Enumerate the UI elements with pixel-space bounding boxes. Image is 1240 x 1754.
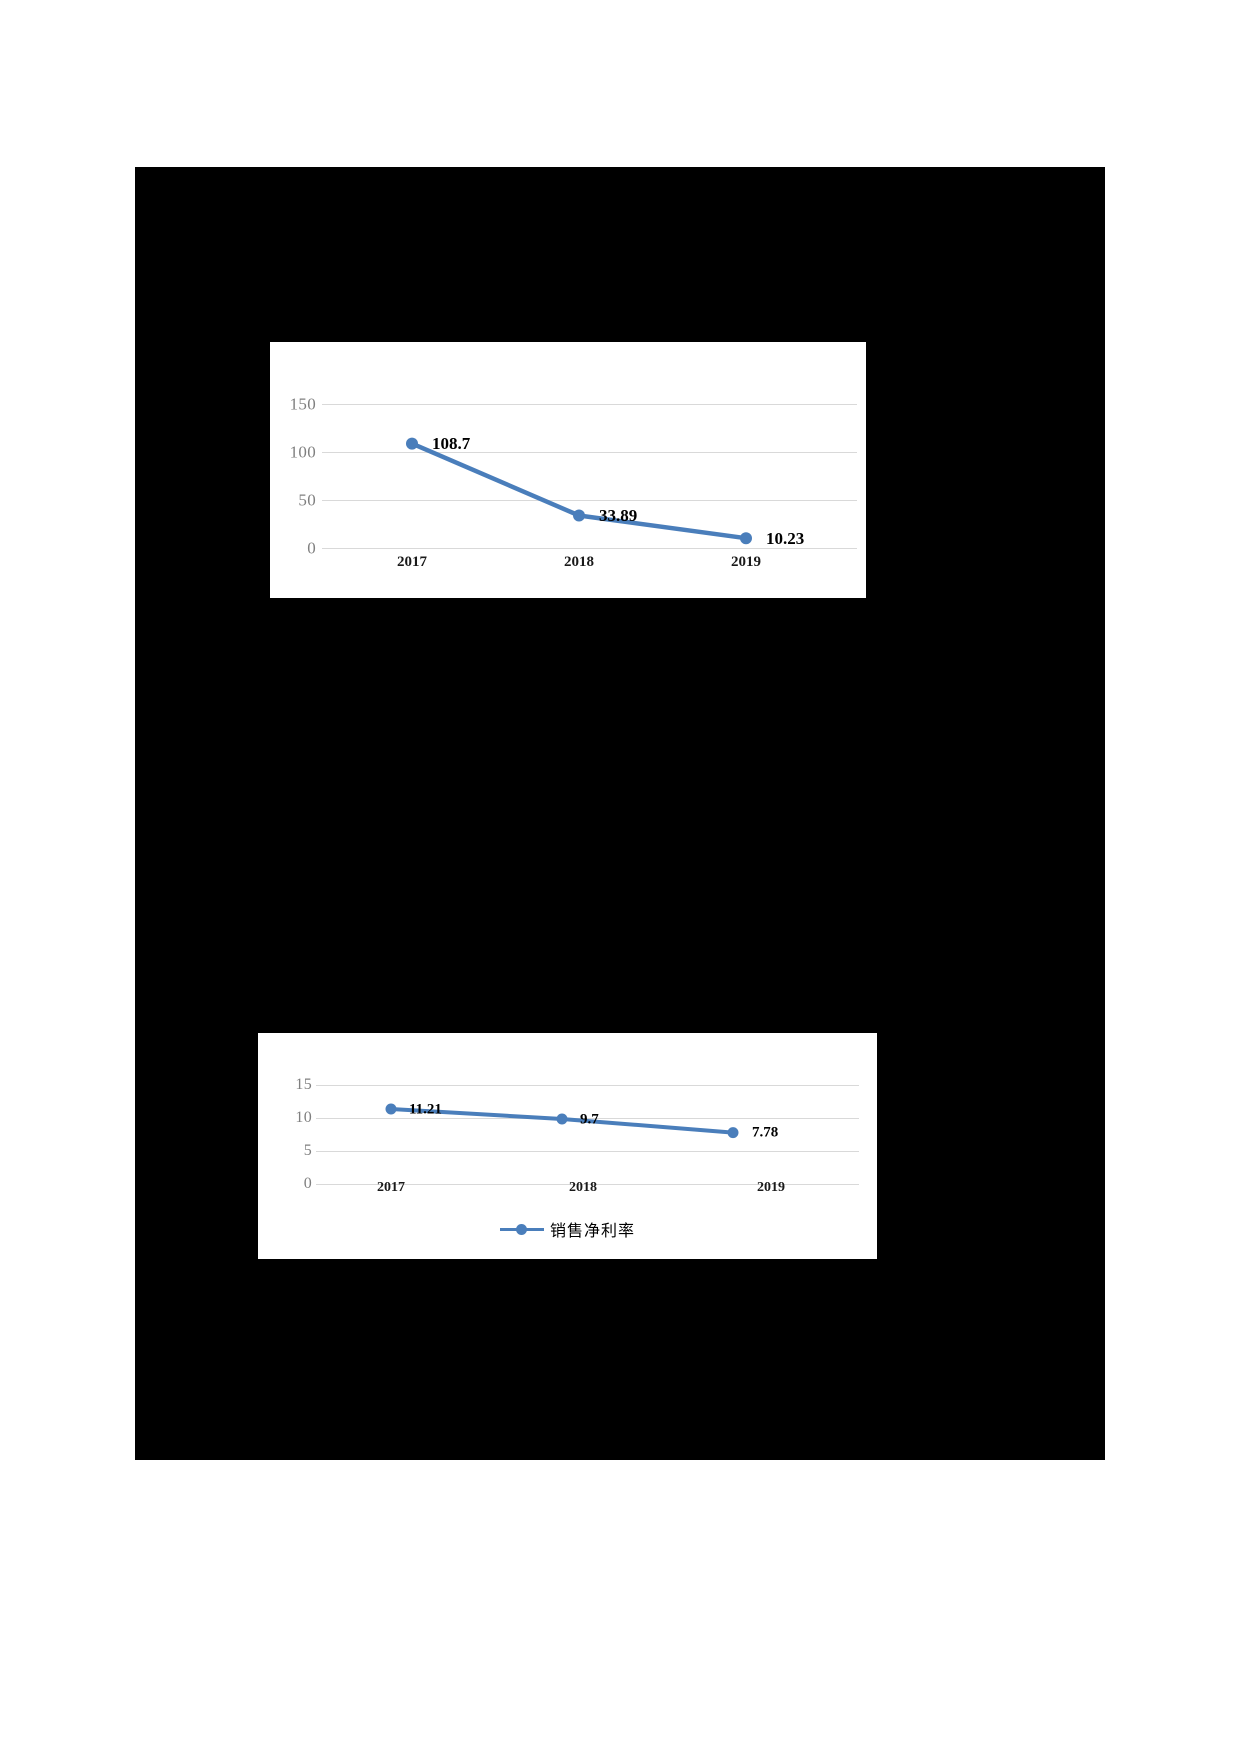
chart-2-gridline-10 xyxy=(316,1118,859,1119)
chart-2-legend[interactable]: 销售净利率 xyxy=(258,1217,877,1241)
chart-1-ytick-50: 50 xyxy=(298,490,316,510)
chart-2-inner: 15 10 5 0 11.21 9.7 7.7 xyxy=(258,1033,877,1259)
chart-1-inner: 150 100 50 0 108.7 33.89 xyxy=(270,342,866,598)
chart-1-series-path xyxy=(406,437,752,545)
chart-1-gridline-50 xyxy=(322,500,857,501)
chart-1-gridline-150 xyxy=(322,404,857,405)
chart-1-xtick-2017: 2017 xyxy=(397,554,427,570)
chart-1-xtick-2018: 2018 xyxy=(564,554,594,570)
chart-2-ytick-5: 5 xyxy=(303,1142,312,1159)
chart-1-data-label-2017: 108.7 xyxy=(432,434,471,453)
chart-2-ytick-0: 0 xyxy=(303,1175,312,1192)
chart-2-series-path xyxy=(385,1103,739,1139)
chart-1-data-label-2018: 33.89 xyxy=(599,506,638,525)
chart-2-ytick-10: 10 xyxy=(295,1109,312,1126)
chart-2-data-label-2019: 7.78 xyxy=(752,1124,779,1141)
chart-2-data-label-2018: 9.7 xyxy=(580,1111,599,1128)
chart-2-ytick-15: 15 xyxy=(295,1076,312,1093)
chart-1-gridline-0 xyxy=(322,548,857,549)
chart-1-ytick-100: 100 xyxy=(289,442,316,462)
line-chart-net-profit-margin[interactable]: 15 10 5 0 11.21 9.7 7.7 xyxy=(258,1033,877,1259)
chart-2-xtick-2017: 2017 xyxy=(377,1180,405,1195)
legend-line-marker-icon xyxy=(499,1224,544,1235)
chart-1-gridline-100 xyxy=(322,452,857,453)
chart-2-legend-label: 销售净利率 xyxy=(549,1221,635,1240)
chart-2-data-label-2017: 11.21 xyxy=(409,1101,442,1118)
line-chart-net-profit[interactable]: 150 100 50 0 108.7 33.89 xyxy=(270,342,866,598)
chart-2-gridline-5 xyxy=(316,1151,859,1152)
chart-1-xtick-2019: 2019 xyxy=(731,554,761,570)
chart-1-data-label-2019: 10.23 xyxy=(766,529,805,548)
chart-2-xtick-2019: 2019 xyxy=(757,1180,785,1195)
chart-2-xtick-2018: 2018 xyxy=(569,1180,597,1195)
chart-2-gridline-15 xyxy=(316,1085,859,1086)
chart-1-ytick-150: 150 xyxy=(289,394,316,414)
chart-1-ytick-0: 0 xyxy=(307,538,316,558)
chart-1-plot-area: 108.7 33.89 10.23 xyxy=(322,404,857,596)
chart-2-gridline-0 xyxy=(316,1184,859,1185)
chart-2-plot-area: 11.21 9.7 7.78 xyxy=(316,1075,859,1216)
